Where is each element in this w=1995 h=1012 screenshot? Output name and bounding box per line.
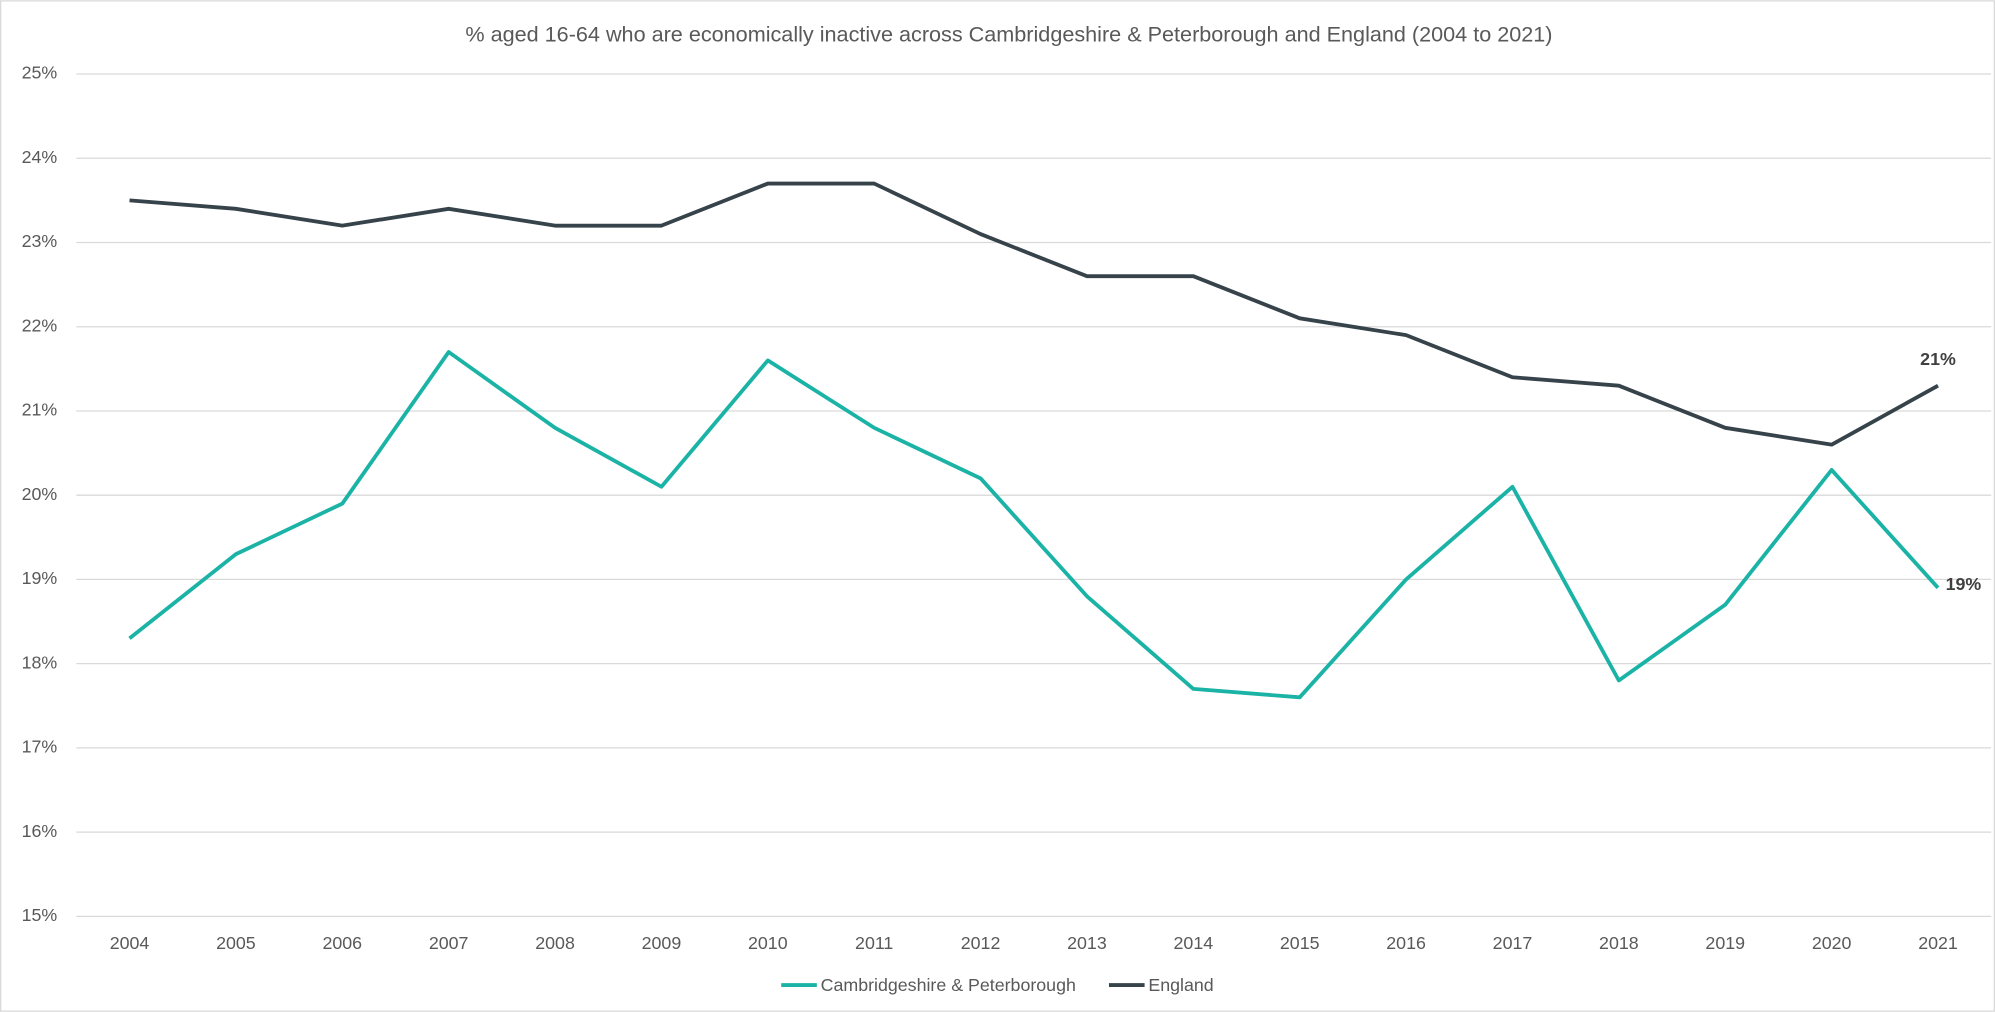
y-tick-label: 19% bbox=[22, 568, 58, 588]
y-tick-label: 23% bbox=[22, 231, 58, 251]
x-tick-label: 2007 bbox=[429, 933, 469, 953]
y-tick-label: 18% bbox=[22, 652, 58, 672]
chart-title: % aged 16-64 who are economically inacti… bbox=[465, 22, 1552, 47]
x-tick-label: 2019 bbox=[1705, 933, 1745, 953]
y-tick-label: 24% bbox=[22, 147, 58, 167]
y-tick-label: 16% bbox=[22, 821, 58, 841]
x-tick-label: 2013 bbox=[1067, 933, 1107, 953]
x-tick-label: 2004 bbox=[110, 933, 150, 953]
x-tick-label: 2006 bbox=[322, 933, 362, 953]
x-tick-label: 2018 bbox=[1599, 933, 1639, 953]
x-tick-label: 2014 bbox=[1174, 933, 1214, 953]
y-tick-label: 15% bbox=[22, 905, 58, 925]
x-tick-label: 2012 bbox=[961, 933, 1001, 953]
x-tick-label: 2020 bbox=[1812, 933, 1852, 953]
y-tick-label: 20% bbox=[22, 484, 58, 504]
legend-label: Cambridgeshire & Peterborough bbox=[821, 975, 1076, 995]
x-tick-label: 2021 bbox=[1918, 933, 1958, 953]
series-line bbox=[129, 181, 1939, 447]
y-tick-label: 25% bbox=[22, 63, 58, 83]
x-tick-label: 2011 bbox=[855, 933, 893, 953]
x-tick-label: 2016 bbox=[1386, 933, 1426, 953]
x-tick-label: 2009 bbox=[642, 933, 682, 953]
series-line bbox=[128, 350, 1940, 700]
x-tick-label: 2015 bbox=[1280, 933, 1320, 953]
legend-label: England bbox=[1148, 975, 1213, 995]
x-tick-label: 2005 bbox=[216, 933, 256, 953]
data-label: 19% bbox=[1946, 574, 1982, 594]
x-tick-label: 2010 bbox=[748, 933, 788, 953]
x-tick-label: 2017 bbox=[1493, 933, 1533, 953]
y-tick-label: 17% bbox=[22, 737, 58, 757]
data-label: 21% bbox=[1920, 349, 1956, 369]
y-tick-label: 21% bbox=[22, 400, 58, 420]
x-tick-label: 2008 bbox=[535, 933, 575, 953]
y-tick-label: 22% bbox=[22, 315, 58, 335]
